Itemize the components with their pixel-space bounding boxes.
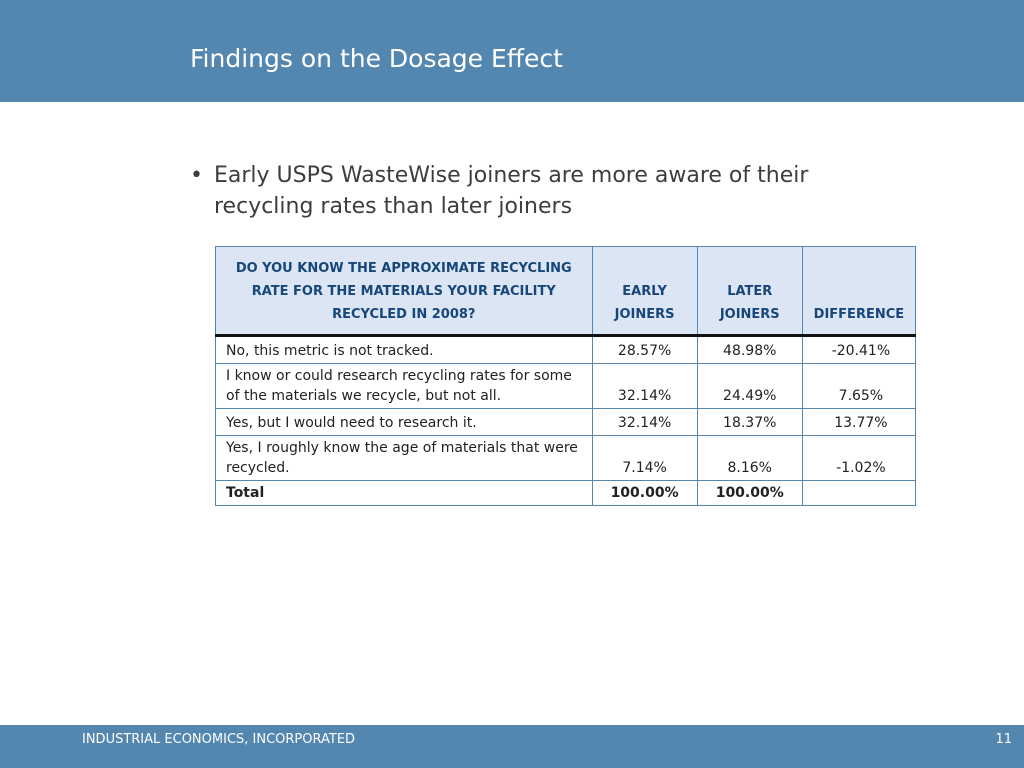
table-row: I know or could research recycling rates… <box>215 363 917 409</box>
total-label: Total <box>215 480 593 506</box>
row-label: I know or could research recycling rates… <box>215 363 593 409</box>
table-row: No, this metric is not tracked. 28.57% 4… <box>215 335 917 364</box>
early-value: 28.57% <box>591 335 698 364</box>
early-value: 32.14% <box>591 408 698 436</box>
early-joiners-column-header: EARLY JOINERS <box>591 246 698 337</box>
total-early-value: 100.00% <box>591 480 698 506</box>
total-difference-value <box>801 480 917 506</box>
later-value: 24.49% <box>696 363 803 409</box>
table-header-row: DO YOU KNOW THE APPROXIMATE RECYCLING RA… <box>215 246 917 337</box>
early-value: 32.14% <box>591 363 698 409</box>
row-label: Yes, I roughly know the age of materials… <box>215 435 593 481</box>
question-column-header: DO YOU KNOW THE APPROXIMATE RECYCLING RA… <box>215 246 593 337</box>
row-label: Yes, but I would need to research it. <box>215 408 593 436</box>
difference-value: -1.02% <box>801 435 917 481</box>
footer-company-name: INDUSTRIAL ECONOMICS, INCORPORATED <box>82 732 356 747</box>
total-row: Total 100.00% 100.00% <box>215 480 917 506</box>
table-row: Yes, but I would need to research it. 32… <box>215 408 917 436</box>
slide-title: Findings on the Dosage Effect <box>190 44 563 73</box>
difference-value: -20.41% <box>801 335 917 364</box>
total-later-value: 100.00% <box>696 480 803 506</box>
later-value: 18.37% <box>696 408 803 436</box>
title-banner <box>0 0 1024 102</box>
later-joiners-column-header: LATER JOINERS <box>696 246 803 337</box>
later-value: 48.98% <box>696 335 803 364</box>
page-number: 11 <box>995 732 1012 747</box>
footer-banner <box>0 725 1024 768</box>
early-value: 7.14% <box>591 435 698 481</box>
later-value: 8.16% <box>696 435 803 481</box>
table-row: Yes, I roughly know the age of materials… <box>215 435 917 481</box>
difference-value: 7.65% <box>801 363 917 409</box>
difference-value: 13.77% <box>801 408 917 436</box>
difference-column-header: DIFFERENCE <box>801 246 917 337</box>
bullet-icon: • <box>190 163 203 188</box>
findings-table: DO YOU KNOW THE APPROXIMATE RECYCLING RA… <box>215 246 917 506</box>
bullet-point: • Early USPS WasteWise joiners are more … <box>190 160 910 222</box>
row-label: No, this metric is not tracked. <box>215 335 593 364</box>
bullet-text: Early USPS WasteWise joiners are more aw… <box>214 163 809 219</box>
